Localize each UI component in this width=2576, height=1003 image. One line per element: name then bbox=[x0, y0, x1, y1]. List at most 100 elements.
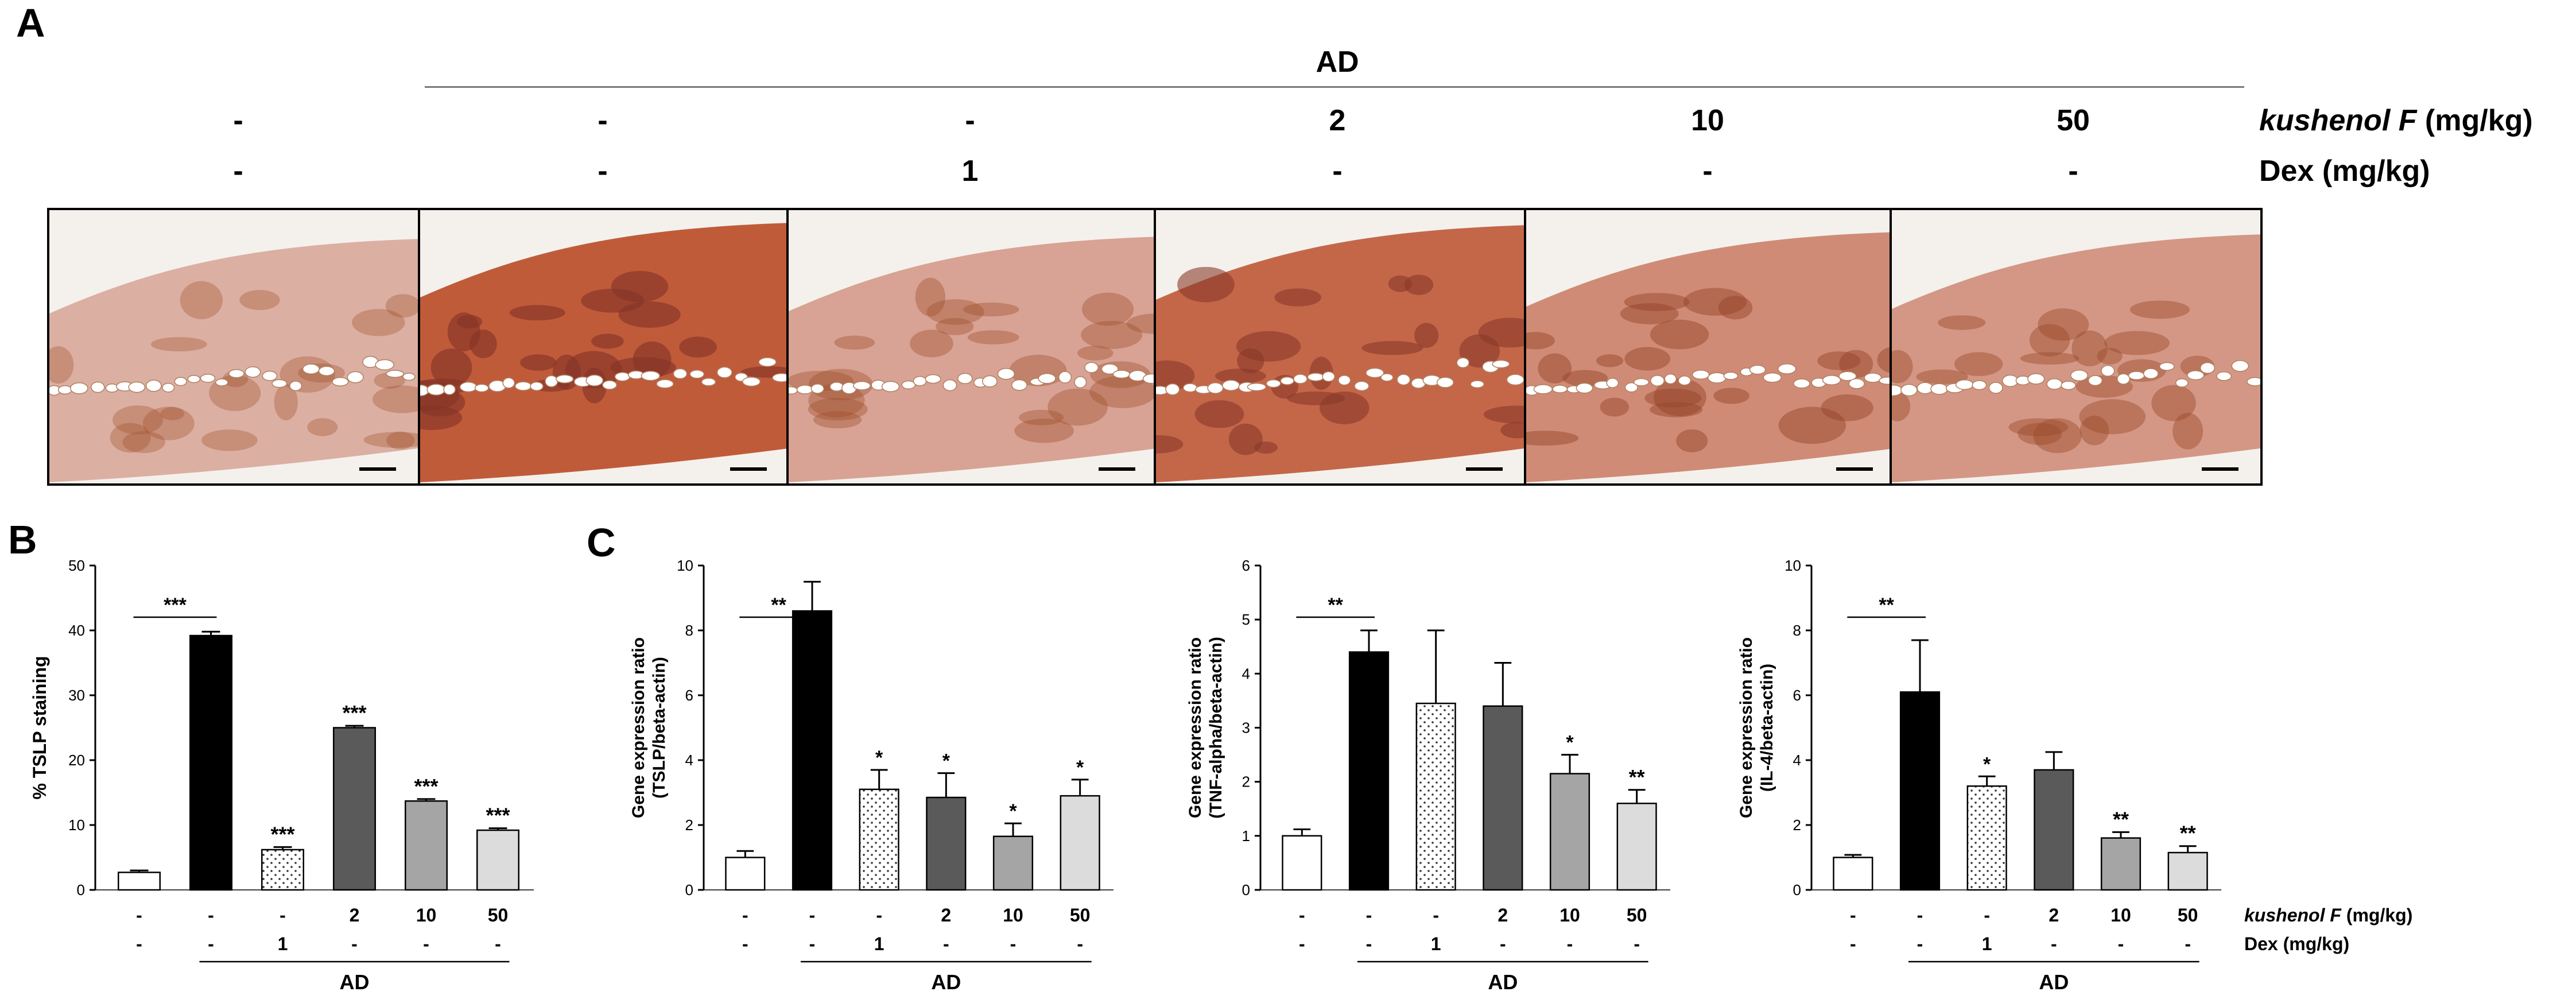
bar bbox=[1282, 835, 1322, 891]
panel-letter-a: A bbox=[16, 1, 45, 45]
y-tick-label: 10 bbox=[1784, 557, 1801, 574]
y-tick-label: 2 bbox=[1793, 816, 1801, 834]
bar bbox=[1483, 705, 1523, 891]
dex-value-1: - bbox=[598, 154, 608, 188]
y-axis-label-2: (TNF-alpha/beta-actin) bbox=[1206, 637, 1225, 819]
y-tick-label: 8 bbox=[1793, 622, 1801, 639]
kushenol-value-3: 2 bbox=[1329, 104, 1346, 137]
y-tick-label: 4 bbox=[1242, 665, 1250, 682]
y-tick-label: 20 bbox=[68, 752, 85, 769]
kushenol-dose: - bbox=[280, 905, 286, 925]
kushenol-dose: 10 bbox=[1003, 905, 1023, 925]
kushenol-dose: - bbox=[1850, 905, 1856, 925]
bar bbox=[725, 857, 766, 891]
dex-dose: - bbox=[1850, 934, 1856, 954]
y-tick-label: 10 bbox=[677, 557, 693, 574]
dex-dose: - bbox=[1299, 934, 1305, 954]
dex-dose: - bbox=[351, 934, 358, 954]
kushenol-value-5: 50 bbox=[2057, 104, 2090, 137]
bar bbox=[1348, 651, 1390, 891]
histology-image-4 bbox=[1524, 208, 1897, 486]
dex-dose: - bbox=[1077, 934, 1083, 954]
panel-letter-c: C bbox=[587, 520, 616, 565]
kushenol-dose: 2 bbox=[2049, 905, 2059, 925]
y-axis-label: Gene expression ratio bbox=[1186, 637, 1205, 818]
bar bbox=[1415, 702, 1456, 891]
dex-dose: - bbox=[2185, 934, 2191, 954]
kushenol-dose: 10 bbox=[2111, 905, 2131, 925]
dex-dose: - bbox=[2051, 934, 2057, 954]
dex-dose: - bbox=[495, 934, 501, 954]
bar bbox=[333, 727, 376, 891]
significance-marker: *** bbox=[414, 774, 438, 798]
bar bbox=[1616, 803, 1657, 891]
bar bbox=[189, 634, 232, 891]
dex-dose: 1 bbox=[278, 934, 288, 954]
y-tick-label: 6 bbox=[685, 687, 693, 704]
kushenol-dose: - bbox=[1433, 905, 1439, 925]
bar bbox=[859, 788, 899, 891]
dex-value-0: - bbox=[233, 154, 243, 188]
kushenol-dose: 50 bbox=[2178, 905, 2198, 925]
y-axis-label-2: (TSLP/beta-actin) bbox=[650, 657, 669, 799]
dex-value-4: - bbox=[1702, 154, 1713, 188]
bar bbox=[792, 610, 833, 891]
panel-a-kushenol-label: kushenol F (mg/kg) bbox=[2259, 103, 2533, 138]
bar bbox=[2100, 837, 2142, 891]
scale-bar bbox=[1466, 467, 1503, 471]
kushenol-dose: 2 bbox=[1498, 905, 1508, 925]
bracket-significance: *** bbox=[164, 594, 187, 616]
y-tick-label: 8 bbox=[685, 622, 693, 639]
bar bbox=[2034, 769, 2074, 891]
y-axis-label: Gene expression ratio bbox=[629, 637, 648, 818]
y-tick-label: 1 bbox=[1242, 827, 1250, 845]
y-tick-label: 4 bbox=[1793, 752, 1801, 769]
kushenol-dose: - bbox=[136, 905, 142, 925]
scale-bar bbox=[359, 467, 396, 471]
histology-image-2 bbox=[786, 208, 1159, 486]
dex-row-label: Dex (mg/kg) bbox=[2244, 934, 2349, 954]
ad-group-label: AD bbox=[340, 970, 370, 994]
y-tick-label: 0 bbox=[1242, 881, 1250, 899]
significance-marker: * bbox=[942, 750, 951, 772]
significance-marker: * bbox=[1076, 757, 1084, 779]
dex-dose: 1 bbox=[1431, 934, 1441, 954]
y-tick-label: 6 bbox=[1242, 557, 1250, 574]
panel-a-ad-label: AD bbox=[1316, 45, 1359, 79]
dex-dose: - bbox=[208, 934, 214, 954]
bar bbox=[992, 835, 1034, 891]
y-tick-label: 4 bbox=[685, 752, 693, 769]
y-tick-label: 3 bbox=[1242, 719, 1250, 737]
kushenol-dose: - bbox=[1299, 905, 1305, 925]
bar bbox=[261, 849, 304, 891]
kushenol-row-label: kushenol F (mg/kg) bbox=[2244, 905, 2412, 925]
y-tick-label: 2 bbox=[1242, 773, 1250, 791]
kushenol-dose: - bbox=[809, 905, 816, 925]
y-tick-label: 30 bbox=[68, 687, 85, 704]
bar bbox=[1549, 773, 1590, 891]
y-axis-label: Gene expression ratio bbox=[1737, 637, 1756, 818]
kushenol-dose: 10 bbox=[416, 905, 437, 925]
significance-marker: * bbox=[1009, 800, 1017, 822]
kushenol-dose: 2 bbox=[350, 905, 360, 925]
bar bbox=[1966, 785, 2007, 891]
y-tick-label: 0 bbox=[1793, 881, 1801, 899]
chart-c-tnf: 0 1 2 3 4 5 6 Gene expression ratio (TNF-alpha/b… bbox=[1165, 551, 1716, 1000]
dex-value-2: 1 bbox=[961, 154, 979, 188]
kushenol-value-1: - bbox=[598, 104, 608, 137]
chart-c-tnf-svg: 0 1 2 3 4 5 6 Gene expression ratio (TNF-alpha/b… bbox=[1186, 557, 1670, 994]
kushenol-dose: 50 bbox=[1627, 905, 1647, 925]
dex-value-3: - bbox=[1332, 154, 1343, 188]
bar bbox=[926, 796, 967, 891]
significance-marker: ** bbox=[2113, 807, 2129, 831]
significance-marker: *** bbox=[270, 822, 294, 846]
chart-c-tslp-svg: 0 2 4 6 8 10 Gene expression ratio (TSLP/beta-a… bbox=[629, 557, 1114, 994]
scale-bar bbox=[2202, 467, 2239, 471]
bracket-significance: ** bbox=[1879, 594, 1894, 616]
significance-marker: * bbox=[1983, 753, 1991, 775]
ad-group-label: AD bbox=[1488, 970, 1518, 994]
bar bbox=[1833, 857, 1873, 891]
dex-dose: - bbox=[1634, 934, 1640, 954]
dex-dose: - bbox=[1917, 934, 1923, 954]
chart-c-tslp: 0 2 4 6 8 10 Gene expression ratio (TSLP/beta-a… bbox=[608, 551, 1154, 1000]
